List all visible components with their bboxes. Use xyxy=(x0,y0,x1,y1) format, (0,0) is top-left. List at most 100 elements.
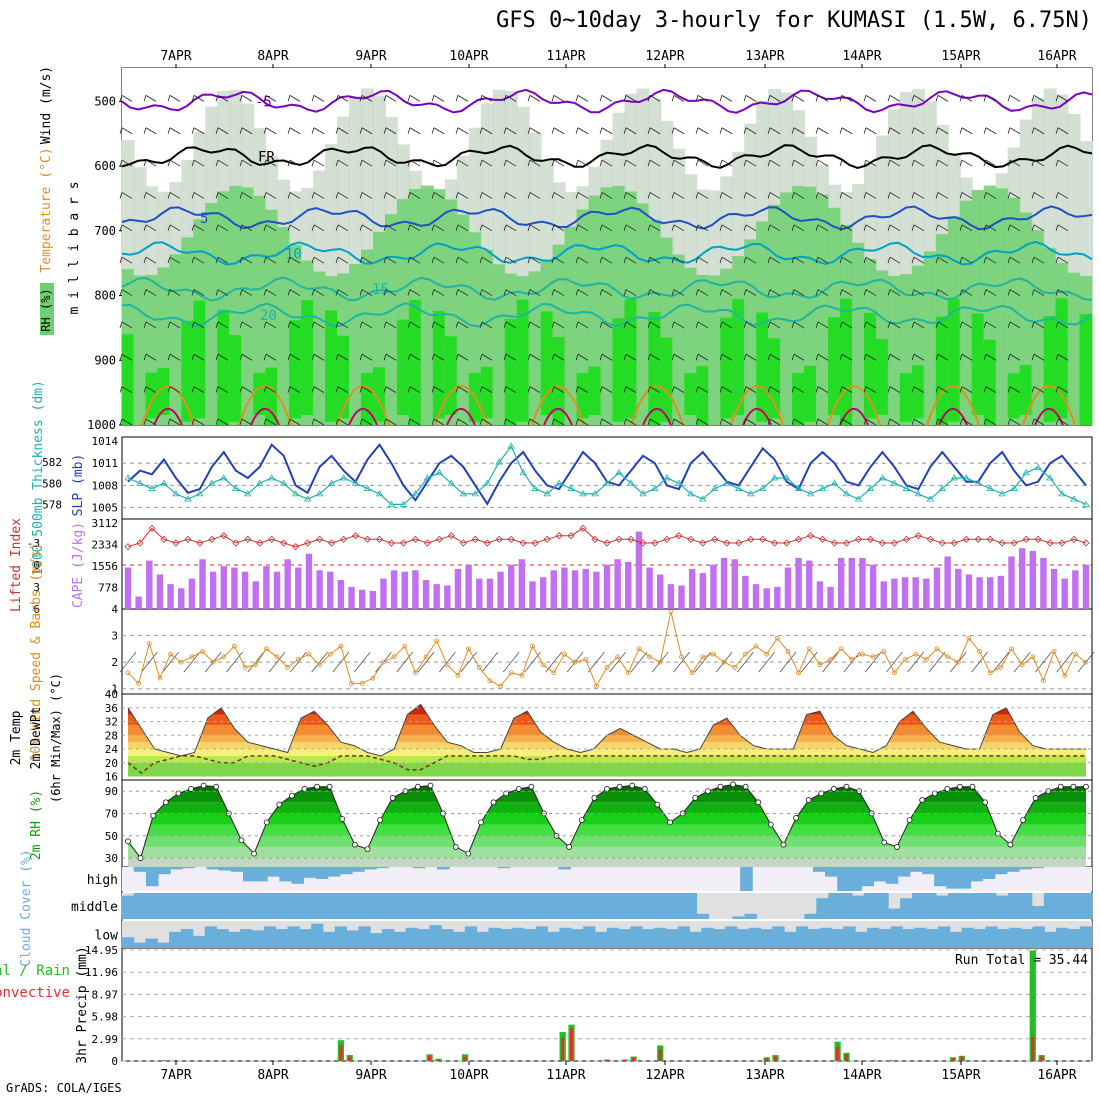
upper-wind-barb xyxy=(815,289,829,296)
upper-wind-barb xyxy=(335,289,349,296)
upper-wind-barb xyxy=(695,386,709,393)
lifted-point xyxy=(962,535,970,543)
isotherm-line xyxy=(121,88,1093,114)
temp-label: 2m Temp xyxy=(9,710,24,765)
upper-wind-barb xyxy=(911,95,925,102)
slp-tick: 1008 xyxy=(92,479,119,492)
lifted-point xyxy=(854,535,863,543)
rh-point xyxy=(755,799,762,806)
lifted-point xyxy=(184,535,192,543)
upper-wind-barb xyxy=(167,256,181,264)
upper-wind-barb xyxy=(239,159,253,167)
lifted-point xyxy=(771,539,779,547)
lifted-point xyxy=(196,539,204,547)
wind-speed-point xyxy=(593,683,599,689)
rh-shade-dark xyxy=(1043,316,1057,422)
cloud-bar xyxy=(630,926,643,948)
wind-speed-point xyxy=(860,651,865,657)
temp-band xyxy=(128,735,1086,743)
upper-wind-barb xyxy=(383,386,397,393)
cloud-bar xyxy=(535,926,549,948)
cloud-bar xyxy=(145,938,158,948)
upper-wind-barb xyxy=(479,159,493,167)
upper-wind-barb xyxy=(359,289,373,296)
upper-wind-barb xyxy=(407,289,421,296)
cape-bar xyxy=(241,571,249,609)
upper-wind-barb xyxy=(359,418,373,426)
cape-bar xyxy=(252,581,259,609)
cloud-bar xyxy=(352,867,365,872)
upper-wind-barb xyxy=(1031,289,1045,296)
upper-wind-barb xyxy=(215,127,229,135)
date-label-bottom: 14APR xyxy=(842,1068,881,1083)
wind-barb xyxy=(758,651,775,673)
minmax-label: (6hr Min/Max) (°C) xyxy=(49,673,63,803)
rh-shade-dark xyxy=(516,299,530,422)
cloud-bar xyxy=(740,867,753,891)
wind-speed-point xyxy=(892,670,897,676)
wind-barb xyxy=(268,651,286,673)
upper-wind-barb xyxy=(479,418,493,426)
upper-wind-barb xyxy=(599,224,613,232)
cape-bar xyxy=(1072,570,1079,609)
cape-bar xyxy=(135,596,142,609)
thickness-point xyxy=(124,474,132,481)
rh-point xyxy=(793,815,799,821)
cloud-bar xyxy=(405,927,419,948)
upper-wind-barb xyxy=(695,159,709,167)
cape-bar xyxy=(476,578,483,609)
upper-wind-barb xyxy=(215,353,229,361)
lifted-point xyxy=(986,535,994,543)
upper-wind-barb xyxy=(479,289,493,296)
thickness-point xyxy=(387,500,396,507)
upper-wind-barb xyxy=(575,289,589,296)
cloud-bar xyxy=(849,867,862,891)
surface-dome-inner xyxy=(543,407,573,426)
cloud-bar xyxy=(358,926,371,948)
cape-bar xyxy=(209,571,217,609)
rh-shade-dark xyxy=(1019,364,1033,415)
upper-wind-barb xyxy=(359,353,373,361)
upper-wind-barb xyxy=(503,353,517,361)
cloud-bar xyxy=(409,893,422,919)
wind-speed-point xyxy=(434,638,440,644)
lifted-line xyxy=(127,527,1087,548)
rh-shade-mid xyxy=(313,271,327,425)
upper-wind-barb xyxy=(431,127,445,135)
thickness-point xyxy=(770,474,779,481)
cloud-bar xyxy=(924,893,937,919)
upper-wind-barb xyxy=(935,95,949,102)
cloud-bar xyxy=(922,867,935,875)
upper-wind-barb xyxy=(935,159,949,167)
cloud-bar xyxy=(665,929,679,948)
lifted-cape-panel: -3 0 3 6 3112 2334 1556 778 4 Lifted Index CAPE (J… xyxy=(9,517,1092,616)
lifted-point xyxy=(567,532,575,540)
grads-credit: GrADS: COLA/IGES xyxy=(6,1081,122,1095)
thickness-point xyxy=(279,479,288,486)
upper-y-tick: 900 xyxy=(94,353,116,367)
cloud-bar xyxy=(267,867,280,877)
rh-shade-dark xyxy=(265,367,279,425)
thickness-point xyxy=(519,468,527,476)
lifted-point xyxy=(220,532,228,540)
thickness-point xyxy=(483,479,491,486)
cloud-bar xyxy=(361,893,374,919)
cape-bar xyxy=(518,559,526,609)
upper-wind-barb xyxy=(839,289,853,296)
lifted-point xyxy=(818,535,827,543)
cape-bar xyxy=(816,581,824,609)
rh-point xyxy=(288,792,295,799)
cloud-bar xyxy=(748,927,762,948)
wind-speed-point xyxy=(338,643,344,649)
upper-wind-barb xyxy=(503,321,517,329)
rh-point xyxy=(591,794,598,801)
precip-conv-bar xyxy=(561,1037,565,1061)
wind-speed-point xyxy=(189,654,195,660)
rh-shade-dark xyxy=(840,298,853,425)
temp-tick: 40 xyxy=(105,688,118,701)
rh-point xyxy=(767,821,774,828)
wind-speed-point xyxy=(774,635,780,641)
cloud-bar xyxy=(812,867,826,872)
rh-shade-dark xyxy=(1055,298,1069,419)
thickness-point xyxy=(854,495,863,502)
